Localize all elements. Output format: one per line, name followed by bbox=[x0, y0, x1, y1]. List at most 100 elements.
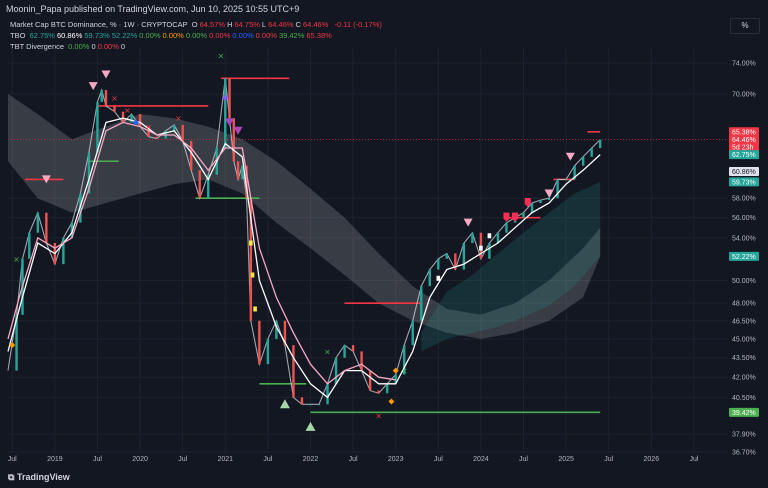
series-fast-line bbox=[7, 117, 601, 399]
publish-bar: Moonin_Papa published on TradingView.com… bbox=[0, 0, 768, 18]
x-tick-label: Jul bbox=[8, 456, 17, 463]
x-tick-label: Jul bbox=[93, 456, 102, 463]
candle bbox=[437, 258, 440, 270]
price-label-text: 60.86% bbox=[732, 169, 756, 176]
shield-marker bbox=[511, 212, 518, 222]
price-label-bg bbox=[729, 167, 759, 177]
price-label-bg bbox=[729, 251, 759, 261]
price-label-bg bbox=[729, 407, 759, 417]
candle bbox=[530, 203, 534, 213]
price-label-text: 62.75% bbox=[732, 152, 756, 159]
y-tick-label: 45.00% bbox=[732, 336, 756, 343]
x-tick-label: 2021 bbox=[217, 456, 233, 463]
x-tick-label: Jul bbox=[178, 456, 187, 463]
tradingview-logo[interactable]: ⧉ TradingView bbox=[8, 472, 70, 483]
triangle-down-marker bbox=[101, 70, 111, 79]
x-marker: × bbox=[13, 255, 20, 264]
candle bbox=[496, 232, 500, 244]
triangle-down-marker bbox=[233, 126, 243, 135]
legend-symbol-row: Market Cap BTC Dominance, % · 1W · CRYPT… bbox=[10, 20, 384, 29]
tbo-value: 0.00% bbox=[162, 31, 184, 40]
triangle-down-marker bbox=[463, 218, 473, 227]
triangle-down-marker bbox=[565, 152, 575, 161]
x-tick-label: 2023 bbox=[388, 456, 404, 463]
y-tick-label: 36.70% bbox=[732, 450, 756, 457]
tbo-value: 62.75% bbox=[29, 31, 55, 40]
candle bbox=[28, 232, 31, 259]
candle bbox=[62, 237, 65, 265]
candle bbox=[471, 232, 474, 244]
tbo-value: 0.00% bbox=[232, 31, 254, 40]
tbo-values: 62.75% 60.86% 59.73% 52.22% 0.00% 0.00% 0.00% 0… bbox=[30, 31, 334, 40]
series-lines bbox=[7, 78, 602, 406]
price-label-text: 65.38% bbox=[732, 129, 756, 136]
x-tick-label: Jul bbox=[689, 456, 698, 463]
candle bbox=[283, 320, 287, 346]
candle bbox=[172, 124, 176, 131]
price-label-bg bbox=[729, 135, 759, 145]
candle bbox=[300, 397, 304, 405]
diamond-marker bbox=[222, 94, 229, 101]
tbt-indicator-name[interactable]: TBT Divergence bbox=[10, 42, 65, 51]
candle bbox=[15, 314, 18, 371]
y-tick-label: 58.00% bbox=[732, 196, 756, 203]
ohlc-key: H bbox=[227, 20, 233, 29]
tbt-value: 0 bbox=[91, 42, 96, 51]
tbo-indicator-name[interactable]: TBO bbox=[10, 31, 26, 40]
candle bbox=[539, 200, 542, 204]
candle bbox=[343, 345, 346, 358]
triangle-down-marker bbox=[544, 189, 554, 198]
ohlc-value: 64.75% bbox=[234, 20, 260, 29]
candle bbox=[385, 383, 389, 394]
x-marker: × bbox=[218, 52, 225, 61]
price-label-bg bbox=[729, 150, 759, 160]
tbt-value: 0.00% bbox=[68, 42, 90, 51]
candle bbox=[505, 222, 508, 233]
x-tick-label: 2025 bbox=[558, 456, 574, 463]
candle bbox=[411, 320, 414, 346]
signal-markers: × × × × × × × × × bbox=[9, 52, 575, 431]
ohlc-value: 64.57% bbox=[199, 20, 226, 29]
candle bbox=[100, 89, 103, 102]
indicator-clouds bbox=[8, 93, 601, 352]
tbo-value: 0.00% bbox=[255, 31, 277, 40]
triangle-down-marker bbox=[88, 82, 98, 91]
grid-lines bbox=[8, 48, 728, 453]
candle bbox=[113, 105, 116, 112]
candle bbox=[258, 320, 261, 365]
legend-tbo-row: TBO 62.75% 60.86% 59.73% 52.22% 0.00% 0.00% 0.… bbox=[10, 31, 336, 40]
candle bbox=[317, 404, 321, 406]
candle bbox=[130, 114, 133, 123]
legend-tbt-row: TBT Divergence 0.00% 0 0.00% 0 bbox=[10, 42, 129, 51]
percent-scale-button[interactable]: % bbox=[730, 18, 760, 34]
candle bbox=[522, 212, 525, 218]
candle bbox=[249, 198, 253, 321]
ohlc-key: C bbox=[295, 20, 301, 29]
x-marker: × bbox=[175, 114, 182, 123]
symbol-title[interactable]: Market Cap BTC Dominance, % · 1W · CRYPT… bbox=[10, 20, 188, 29]
ohlc-value: 64.46% bbox=[302, 20, 329, 29]
y-tick-label: 46.50% bbox=[732, 318, 756, 325]
ohlc-values: O 64.57% H 64.75% L 64.46% C 64.46% bbox=[192, 20, 331, 29]
candle bbox=[224, 78, 227, 148]
tbt-value: 0 bbox=[120, 42, 126, 51]
x-tick-label: Jul bbox=[434, 456, 443, 463]
x-tick-label: Jul bbox=[519, 456, 528, 463]
candle bbox=[36, 212, 40, 233]
candle bbox=[590, 147, 593, 157]
y-tick-label: 40.50% bbox=[732, 395, 756, 402]
triangle-down-marker bbox=[225, 118, 235, 127]
tradingview-logo-icon: ⧉ bbox=[8, 472, 17, 482]
candle bbox=[420, 286, 423, 321]
x-marker: × bbox=[111, 94, 118, 103]
ohlc-value: 64.46% bbox=[268, 20, 294, 29]
candle bbox=[377, 390, 380, 394]
shield-marker bbox=[524, 198, 531, 208]
diamond-marker bbox=[132, 119, 139, 126]
candle bbox=[403, 345, 406, 375]
square-marker bbox=[253, 306, 257, 312]
triangle-up-marker bbox=[279, 399, 290, 409]
candle bbox=[309, 404, 312, 406]
